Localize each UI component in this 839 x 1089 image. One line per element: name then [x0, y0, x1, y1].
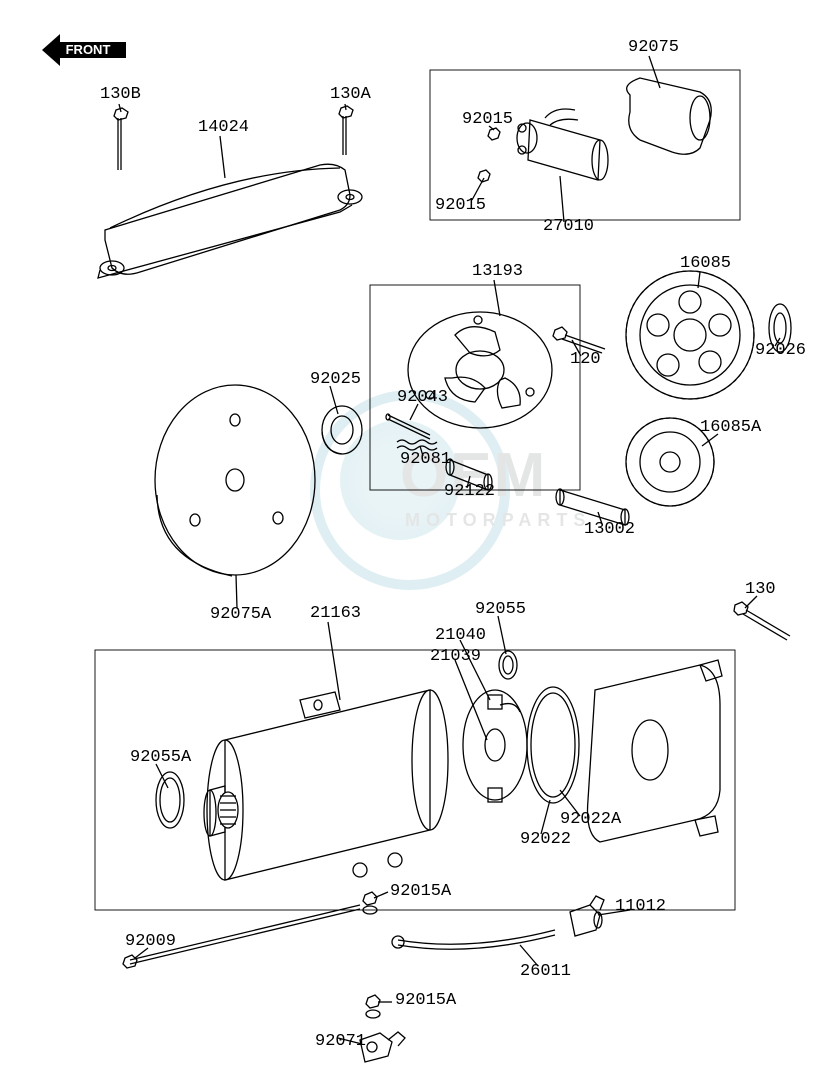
part-lead-26011 [392, 930, 555, 949]
callout-92022a: 92022A [560, 810, 621, 829]
callout-92081: 92081 [400, 450, 451, 469]
callout-92015-2: 92015 [435, 196, 486, 215]
part-terminal-92071 [360, 1032, 405, 1062]
callout-21040: 21040 [435, 626, 486, 645]
callout-130: 130 [745, 580, 776, 599]
callout-92075a: 92075A [210, 605, 271, 624]
part-oring-92022 [527, 687, 579, 803]
part-bolt-130 [734, 602, 790, 640]
callout-92122: 92122 [444, 482, 495, 501]
part-cap-11012 [570, 896, 604, 936]
callout-92015a-1: 92015A [390, 882, 451, 901]
callout-92055a: 92055A [130, 748, 191, 767]
callout-16085: 16085 [680, 254, 731, 273]
callout-92026: 92026 [755, 341, 806, 360]
part-relay-27010 [517, 109, 608, 180]
part-nut-92015a-lower [366, 995, 380, 1018]
callout-26011: 26011 [520, 962, 571, 981]
part-bearing-92025 [322, 406, 362, 454]
callout-16085a: 16085A [700, 418, 761, 437]
callout-92043: 92043 [397, 388, 448, 407]
part-bolt-130a [339, 106, 353, 155]
part-pin-92043 [386, 414, 430, 439]
part-rubber-cover-92075 [627, 78, 712, 154]
callout-21039: 21039 [430, 647, 481, 666]
callout-92055: 92055 [475, 600, 526, 619]
part-starter-motor-21163 [204, 690, 448, 880]
callout-130b: 130B [100, 85, 141, 104]
callout-92071: 92071 [315, 1032, 366, 1051]
callout-14024: 14024 [198, 118, 249, 137]
part-nut-92015-lower [478, 170, 490, 182]
callout-13002: 13002 [584, 520, 635, 539]
exploded-diagram-svg [0, 0, 839, 1089]
subassembly-starter-box [95, 650, 735, 910]
part-plate-92075a [155, 385, 315, 576]
part-brush-plate-21039 [463, 690, 527, 802]
callout-92022: 92022 [520, 830, 571, 849]
callout-92025: 92025 [310, 370, 361, 389]
part-spring-92081 [397, 440, 437, 450]
callout-130a: 130A [330, 85, 371, 104]
callout-92009: 92009 [125, 932, 176, 951]
callout-92075: 92075 [628, 38, 679, 57]
part-nut-92015a-upper [363, 892, 377, 914]
part-oring-92055 [499, 651, 517, 679]
callout-21163: 21163 [310, 604, 361, 623]
part-clutch-housing-13193 [408, 312, 552, 428]
part-cover-14024 [98, 164, 362, 278]
callout-120: 120 [570, 350, 601, 369]
part-gear-16085 [626, 271, 754, 399]
callout-92015-1: 92015 [462, 110, 513, 129]
callout-92015a-2: 92015A [395, 991, 456, 1010]
callout-11012: 11012 [615, 897, 666, 916]
callout-13193: 13193 [472, 262, 523, 281]
callout-27010: 27010 [543, 217, 594, 236]
part-bolt-130b [114, 108, 128, 170]
part-oring-92055a [156, 772, 184, 828]
